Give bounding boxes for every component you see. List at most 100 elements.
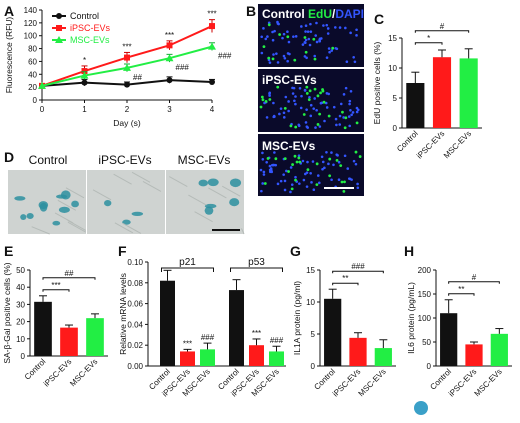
a-sig-hash: ## xyxy=(133,73,142,82)
a-ytick-label: 140 xyxy=(24,6,38,15)
edu-nucleus xyxy=(339,164,343,168)
edu-nucleus xyxy=(322,100,326,104)
f-ytick-label: 0.08 xyxy=(127,279,143,288)
dapi-nucleus xyxy=(260,35,264,39)
dapi-nucleus xyxy=(332,105,336,109)
dapi-nucleus xyxy=(334,46,338,50)
dapi-nucleus xyxy=(265,160,268,164)
e-ytick-label: 10 xyxy=(16,335,25,344)
e-sig-bracket xyxy=(42,277,96,280)
edu-nucleus xyxy=(290,187,294,191)
edu-nucleus xyxy=(316,94,320,98)
stain-blue-cell xyxy=(56,194,68,199)
dapi-nucleus xyxy=(309,114,313,118)
f-bar xyxy=(160,280,175,366)
dapi-nucleus xyxy=(292,86,296,90)
dapi-nucleus xyxy=(282,32,286,36)
dapi-nucleus xyxy=(262,173,266,176)
e-ytick-label: 40 xyxy=(16,283,25,292)
dapi-nucleus xyxy=(290,183,294,186)
edu-nucleus xyxy=(319,91,322,95)
a-point xyxy=(166,77,173,84)
dapi-nucleus xyxy=(342,93,346,96)
micro-ipsc-image xyxy=(258,69,364,132)
edu-nucleus xyxy=(267,23,271,27)
stain-blue-cell xyxy=(14,196,26,201)
f-bar xyxy=(269,351,284,366)
dapi-nucleus xyxy=(314,126,317,129)
dapi-nucleus xyxy=(265,116,269,119)
dapi-nucleus xyxy=(284,95,288,99)
edu-nucleus xyxy=(305,92,309,95)
c-xtick-label: iPSC-EVs xyxy=(415,129,447,161)
stain-fiber xyxy=(67,221,87,233)
dapi-nucleus xyxy=(348,102,351,106)
dapi-nucleus xyxy=(264,37,268,41)
f-ytick-label: 0.04 xyxy=(127,320,143,329)
micro-cell-nuclei xyxy=(259,20,362,194)
panel-label-d: D xyxy=(4,149,14,165)
dapi-nucleus xyxy=(268,164,272,168)
dapi-nucleus xyxy=(327,47,331,50)
stain-fiber xyxy=(208,187,227,199)
dapi-nucleus xyxy=(298,182,301,185)
dapi-nucleus xyxy=(348,124,351,128)
f-bar xyxy=(229,290,244,366)
dapi-nucleus xyxy=(262,27,265,30)
stain-fiber xyxy=(31,226,50,235)
stain-fiber xyxy=(194,211,213,223)
f-bar xyxy=(180,351,195,366)
h-ytick-label: 0 xyxy=(427,362,432,371)
stain-fiber xyxy=(169,176,188,187)
dapi-nucleus xyxy=(276,20,279,24)
dapi-nucleus xyxy=(347,177,351,180)
edu-nucleus xyxy=(308,89,312,93)
dapi-nucleus xyxy=(297,154,301,157)
a-point xyxy=(124,81,130,88)
edu-nucleus xyxy=(262,45,266,49)
dapi-nucleus xyxy=(315,21,318,25)
panel-label-b: B xyxy=(246,3,256,19)
stain-blue-cell xyxy=(52,220,61,226)
dapi-nucleus xyxy=(294,102,297,106)
watermark-logo-icon xyxy=(414,401,428,415)
c-bar-1 xyxy=(432,57,452,129)
c-ytick-label: 0 xyxy=(393,124,398,133)
dapi-nucleus xyxy=(310,181,313,184)
dapi-nucleus xyxy=(316,174,320,177)
stain-blue-cell xyxy=(229,178,242,188)
dapi-nucleus xyxy=(301,159,305,163)
dapi-nucleus xyxy=(327,92,330,96)
edu-nucleus xyxy=(286,35,290,39)
dapi-nucleus xyxy=(272,53,275,56)
dapi-nucleus xyxy=(261,151,264,155)
dapi-nucleus xyxy=(286,52,290,55)
a-xtick-label: 1 xyxy=(82,105,87,114)
a-ytick-label: 40 xyxy=(28,70,37,79)
edu-nucleus xyxy=(321,88,324,91)
dapi-nucleus xyxy=(304,38,308,42)
stain-blue-cell xyxy=(207,178,219,187)
h-bar-2 xyxy=(490,333,508,366)
dapi-label: DAPI xyxy=(335,7,364,21)
edu-nucleus xyxy=(293,154,297,158)
edu-nucleus xyxy=(259,105,263,109)
dapi-nucleus xyxy=(289,190,292,194)
edu-nucleus xyxy=(261,98,265,102)
a-point xyxy=(123,63,131,71)
panel-e-bar-chart: 0 10 20 30 40 50 SA-β-Gal positive cells (%) Co… xyxy=(2,262,108,389)
a-sig-star: *** xyxy=(165,31,174,40)
dapi-nucleus xyxy=(306,160,309,164)
e-ytick-label: 20 xyxy=(16,318,25,327)
stain-label-msc: MSC-EVs xyxy=(178,153,231,167)
h-bar-1 xyxy=(465,344,483,366)
a-xtick-label: 0 xyxy=(40,105,45,114)
dapi-nucleus xyxy=(345,60,349,64)
dapi-nucleus xyxy=(282,173,285,176)
edu-nucleus xyxy=(274,157,278,161)
stain-blue-cell xyxy=(26,212,34,219)
h-sig-bracket xyxy=(448,293,475,296)
e-xtick-label: Control xyxy=(23,357,48,382)
dapi-nucleus xyxy=(298,87,302,90)
